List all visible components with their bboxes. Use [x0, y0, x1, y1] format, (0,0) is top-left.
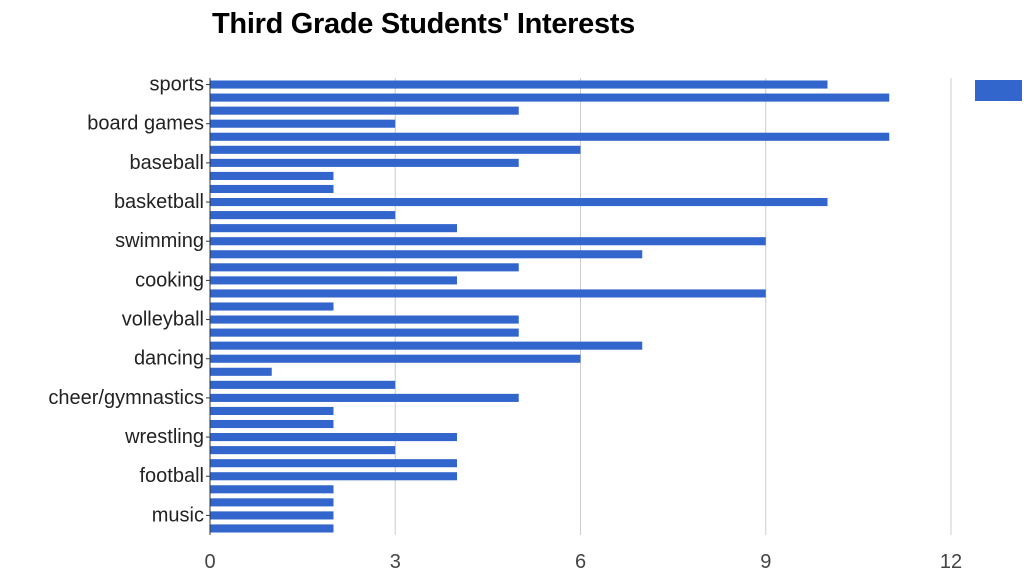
- bar: [210, 498, 334, 507]
- bar: [210, 158, 519, 167]
- x-tick-label: 0: [204, 551, 215, 573]
- bar: [210, 211, 396, 220]
- bar: [210, 184, 334, 194]
- bar: [210, 145, 581, 154]
- category-label: swimming: [115, 230, 204, 252]
- category-label: sports: [150, 74, 204, 96]
- bar: [210, 302, 334, 311]
- bar: [210, 393, 519, 402]
- category-label: music: [152, 504, 204, 526]
- bar: [210, 198, 828, 207]
- category-label: wrestling: [124, 426, 204, 448]
- category-label: board games: [87, 113, 204, 135]
- bar: [210, 263, 519, 272]
- bar: [210, 485, 334, 494]
- chart-title: Third Grade Students' Interests: [212, 8, 636, 40]
- bar: [210, 459, 457, 468]
- category-label: cooking: [135, 269, 204, 291]
- x-tick-label: 6: [575, 551, 586, 573]
- category-label: dancing: [134, 348, 204, 370]
- bar: [210, 237, 766, 246]
- bar: [210, 341, 643, 350]
- bar: [210, 367, 272, 376]
- bar: [210, 511, 334, 520]
- legend-swatch: [975, 80, 1022, 101]
- category-label: volleyball: [122, 309, 204, 331]
- bar: [210, 354, 581, 363]
- bar: [210, 276, 457, 285]
- category-label: basketball: [114, 191, 204, 213]
- category-label: baseball: [129, 152, 204, 174]
- bar: [210, 224, 457, 233]
- bar: [210, 446, 396, 455]
- bar: [210, 171, 334, 180]
- bar: [210, 472, 457, 481]
- bar: [210, 406, 334, 416]
- bar: [210, 315, 519, 324]
- bar: [210, 119, 396, 128]
- bar: [210, 250, 643, 259]
- bar: [210, 106, 519, 115]
- x-tick-label: 3: [390, 551, 401, 573]
- x-tick-label: 9: [760, 551, 771, 573]
- bar: [210, 132, 890, 141]
- bar: [210, 380, 396, 389]
- bar: [210, 328, 519, 337]
- category-label: cheer/gymnastics: [48, 387, 204, 409]
- x-tick-label: 12: [940, 551, 962, 573]
- bar: [210, 433, 457, 442]
- bar: [210, 524, 334, 533]
- bar: [210, 93, 890, 102]
- category-label: football: [140, 465, 205, 487]
- bar: [210, 289, 766, 298]
- bar: [210, 80, 828, 89]
- bar: [210, 419, 334, 429]
